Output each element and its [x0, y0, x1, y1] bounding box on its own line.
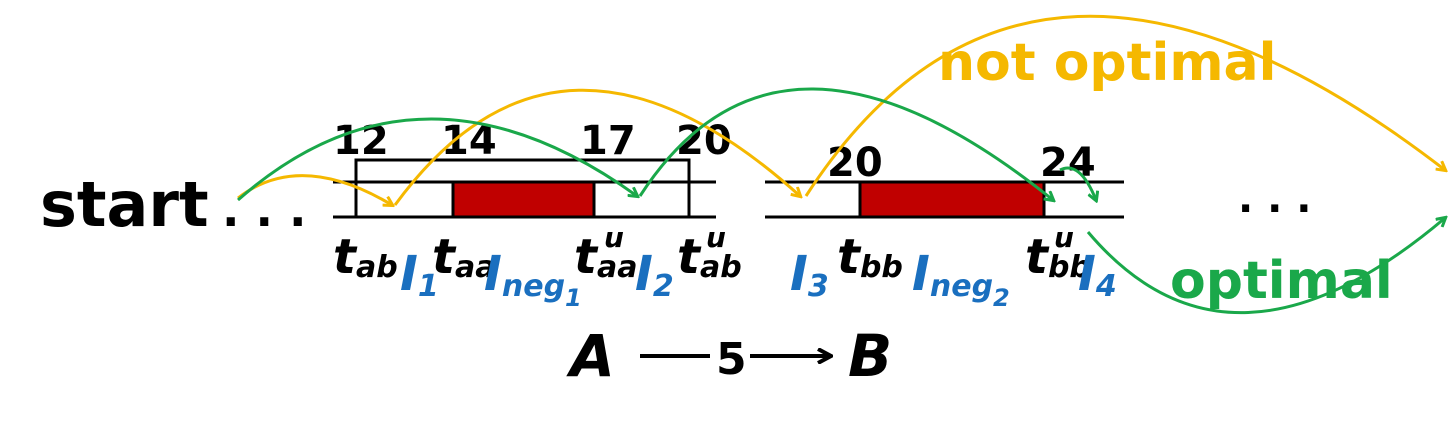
label-t-bb-upper-sup: u: [1054, 221, 1074, 254]
label-t-bb: tbb: [837, 229, 903, 285]
start-label: start: [40, 168, 209, 241]
label-t-ab: tab: [333, 229, 398, 285]
label-t-ab-upper-sup: u: [706, 221, 726, 254]
timeline-a: 12 14 17 20: [333, 118, 732, 219]
green-arrow-i2-to-i4-part: [638, 87, 1053, 200]
green-arrow-start-to-i2: [237, 117, 637, 202]
label-t-ab-upper: tab: [677, 229, 742, 285]
blocked-interval-a: [451, 180, 596, 219]
label-t-aa: taa: [432, 229, 495, 285]
blocked-interval-b: [858, 180, 1046, 219]
right-ellipsis: . . .: [1238, 176, 1311, 222]
label-t-bb-upper: tbb: [1025, 229, 1091, 285]
green-arrow-i4-optimal: [1086, 218, 1445, 314]
label-t-aa-upper-sup: u: [604, 221, 624, 254]
interval-i4: I4: [1078, 246, 1117, 304]
node-b: B: [848, 322, 892, 390]
start-ellipsis: . . .: [222, 183, 306, 237]
annotation-not-optimal: not optimal: [938, 33, 1276, 93]
label-t-aa-upper: taa: [574, 229, 637, 285]
timeline-b: 20 24: [765, 140, 1124, 219]
yellow-arrow-i1-to-i3: [393, 88, 800, 206]
yellow-arrow-i3-not-optimal: [804, 14, 1445, 197]
interval-ineg2: Ineg2: [912, 246, 1010, 312]
interval-i3: I3: [790, 246, 829, 304]
edge-weight: 5: [716, 334, 747, 385]
interval-ineg1: Ineg1: [484, 246, 582, 312]
interval-i2: I2: [635, 246, 674, 304]
green-arrow-to-i4: [1059, 166, 1096, 200]
node-a: A: [566, 322, 615, 390]
interval-i1: I1: [400, 246, 439, 304]
tick-b-20: 20: [827, 140, 883, 186]
tick-b-24: 24: [1040, 140, 1096, 186]
tick-a-17: 17: [580, 118, 636, 164]
annotation-optimal: optimal: [1170, 251, 1393, 311]
